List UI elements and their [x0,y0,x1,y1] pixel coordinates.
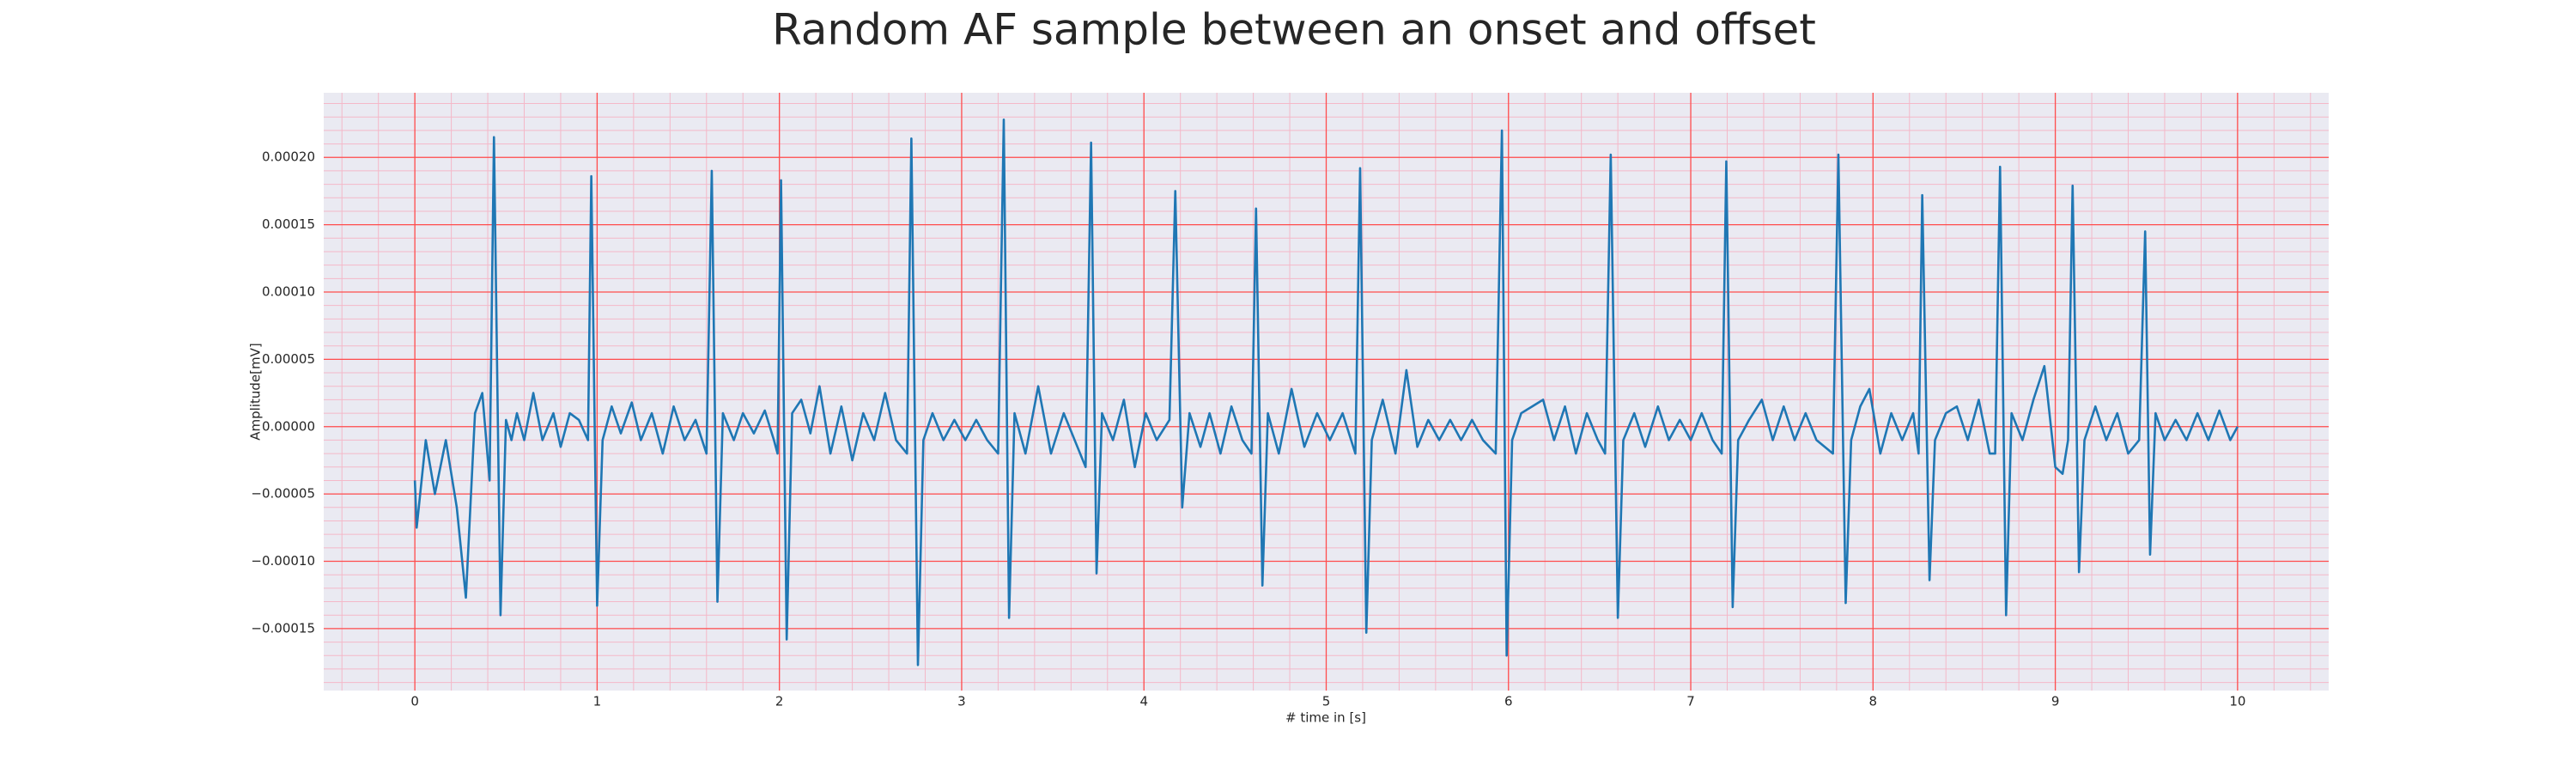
y-tick-label: −0.00010 [251,553,315,569]
y-tick-label: 0.00020 [262,149,315,165]
y-axis-label: Amplitude[mV] [248,343,264,440]
x-tick-label: 4 [1139,694,1148,709]
x-axis-label: # time in [s] [1285,710,1366,726]
y-tick-label: 0.00005 [262,351,315,367]
x-tick-label: 2 [775,694,784,709]
y-tick-label: 0.00010 [262,284,315,300]
x-tick-label: 7 [1686,694,1695,709]
y-tick-label: 0.00015 [262,216,315,232]
x-tick-label: 6 [1504,694,1513,709]
y-tick-label: −0.00015 [251,620,315,636]
signal-line [413,119,2239,666]
x-tick-label: 3 [957,694,966,709]
major-grid [324,93,2329,691]
x-tick-label: 8 [1869,694,1878,709]
chart-title: Random AF sample between an onset and of… [772,5,1816,55]
x-tick-label: 10 [2229,694,2245,709]
y-tick-label: −0.00005 [251,486,315,502]
x-tick-label: 9 [2051,694,2060,709]
x-tick-label: 1 [593,694,602,709]
x-tick-label: 0 [410,694,419,709]
x-tick-label: 5 [1322,694,1331,709]
y-tick-label: 0.00000 [262,418,315,434]
